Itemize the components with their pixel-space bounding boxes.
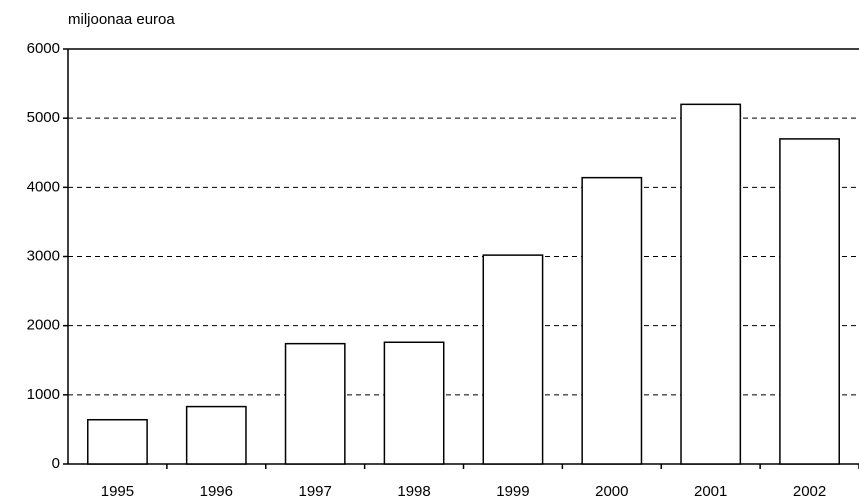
x-tick-label: 1997 — [299, 483, 332, 500]
bar — [779, 138, 840, 465]
bar — [680, 103, 742, 465]
x-tick-label: 1995 — [101, 483, 134, 500]
y-tick-label: 5000 — [27, 109, 60, 126]
x-tick-label: 2000 — [595, 483, 628, 500]
x-tick-label: 1998 — [397, 483, 430, 500]
y-tick-label: 0 — [52, 455, 60, 472]
x-tick-label: 1999 — [496, 483, 529, 500]
bar — [284, 342, 346, 465]
y-tick-label: 4000 — [27, 178, 60, 195]
bar — [482, 254, 544, 465]
bar — [87, 418, 148, 465]
y-tick-label: 6000 — [27, 40, 60, 57]
bar — [383, 341, 445, 465]
y-tick-label: 1000 — [27, 386, 60, 403]
y-tick-label: 3000 — [27, 247, 60, 264]
x-tick-label: 2002 — [793, 483, 826, 500]
axis-label: miljoonaa euroa — [68, 11, 175, 28]
y-tick-label: 2000 — [27, 317, 60, 334]
bar — [581, 176, 643, 465]
x-tick-label: 1996 — [200, 483, 233, 500]
bar — [185, 405, 247, 465]
x-tick-label: 2001 — [694, 483, 727, 500]
